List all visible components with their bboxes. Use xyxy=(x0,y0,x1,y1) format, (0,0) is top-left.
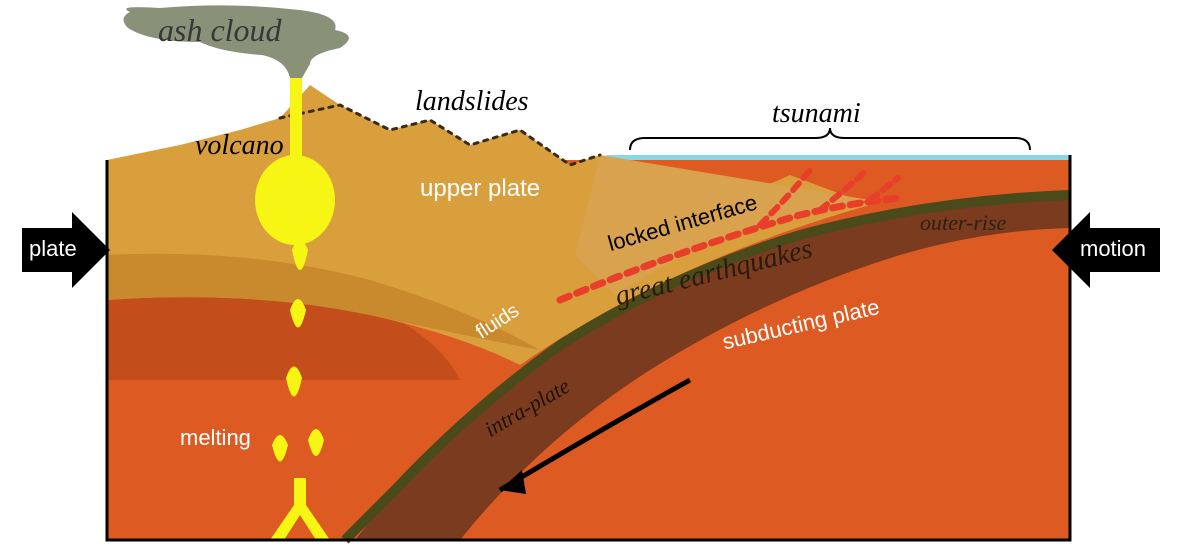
magma-chamber xyxy=(255,155,335,245)
label-tsunami: tsunami xyxy=(772,98,861,130)
label-volcano: volcano xyxy=(195,130,284,162)
label-plate-left: plate xyxy=(29,236,77,262)
label-ash-cloud: ash cloud xyxy=(158,12,282,49)
tsunami-brace xyxy=(630,128,1030,150)
label-outer-rise: outer-rise xyxy=(920,210,1006,236)
label-landslides: landslides xyxy=(415,86,529,118)
magma-conduit xyxy=(290,78,302,160)
subduction-diagram xyxy=(0,0,1180,551)
label-motion-right: motion xyxy=(1080,236,1146,262)
label-upper-plate: upper plate xyxy=(420,175,540,203)
label-melting: melting xyxy=(180,425,251,451)
